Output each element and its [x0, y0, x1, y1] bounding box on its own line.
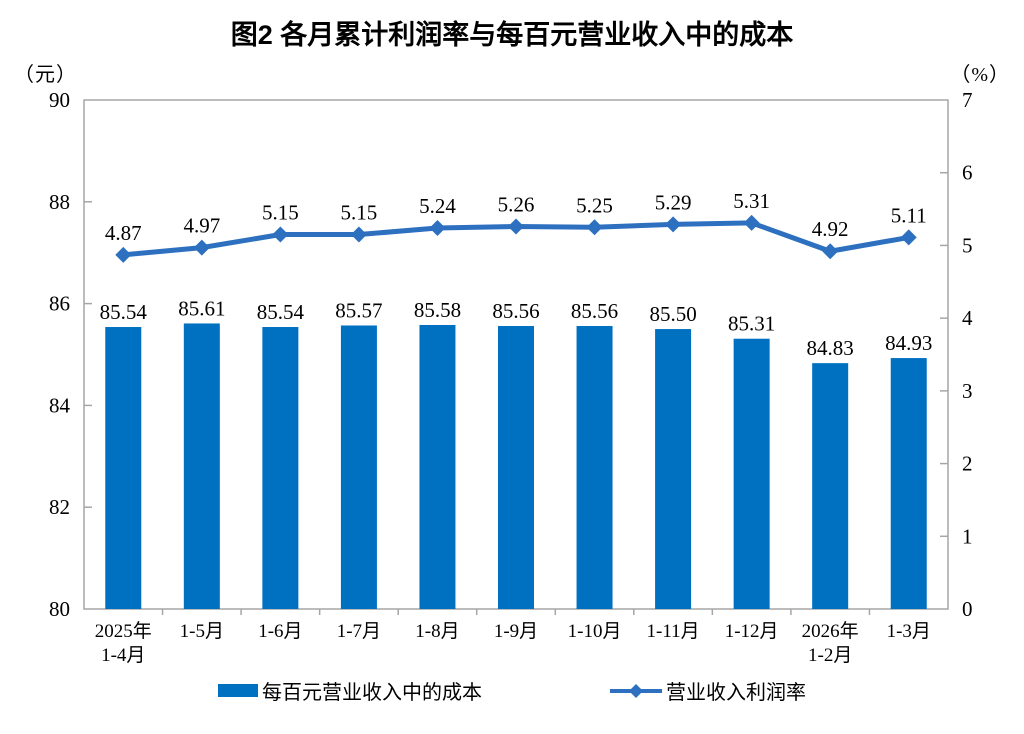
- line-point-marker: [272, 226, 289, 243]
- line-value-label: 5.31: [733, 189, 770, 213]
- bar-value-label: 85.50: [649, 302, 696, 326]
- x-axis-category-label: 1-9月: [494, 621, 538, 642]
- x-axis-category-label: 2025年 1-4月: [95, 620, 152, 666]
- x-axis-category-label: 1-3月: [887, 621, 931, 642]
- line-series-swatch-icon: [610, 683, 662, 698]
- line-value-label: 5.15: [341, 201, 378, 225]
- x-axis-category-label: 2026年 1-2月: [802, 620, 859, 666]
- line-point-marker: [350, 226, 367, 243]
- bar-value-label: 84.83: [807, 336, 854, 360]
- bar-value-label: 85.54: [100, 300, 148, 324]
- plot-area: 90 88 86 84 82 80 7 6 5 4 3 2 1 0 2025年 1-4月 1-5月 1-6月 1-7…: [49, 88, 973, 666]
- right-axis-tick-label: 6: [962, 161, 973, 185]
- x-axis-category-label: 1-12月: [725, 621, 779, 642]
- line-point-marker: [743, 214, 760, 231]
- line-value-label: 5.26: [498, 193, 535, 217]
- x-axis-category-label: 1-11月: [647, 621, 700, 642]
- right-axis-tick-label: 5: [962, 233, 973, 257]
- line-value-label: 4.97: [183, 214, 220, 238]
- left-axis-tick-label: 80: [49, 597, 70, 621]
- bar-value-label: 85.56: [492, 299, 539, 323]
- line-value-label: 4.87: [105, 221, 142, 245]
- line-value-label: 5.11: [891, 203, 927, 227]
- bar: [498, 325, 534, 609]
- bar: [105, 327, 142, 609]
- bar: [262, 327, 299, 609]
- right-axis-tick-label: 0: [962, 597, 973, 621]
- line-point-marker: [900, 229, 917, 246]
- bar-value-label: 84.93: [885, 331, 932, 355]
- bar-value-label: 85.57: [335, 298, 382, 322]
- bar-value-label: 85.61: [178, 296, 225, 320]
- x-axis-category-label: 1-6月: [258, 621, 302, 642]
- bar-series-swatch-icon: [218, 684, 258, 697]
- x-axis-category-label: 1-7月: [337, 621, 381, 642]
- right-axis-tick-label: 7: [962, 88, 973, 112]
- line-value-label: 4.92: [812, 217, 849, 241]
- line-point-marker: [193, 239, 210, 256]
- line-series-label: 营业收入利润率: [666, 682, 806, 704]
- bar: [890, 358, 927, 609]
- bar: [733, 338, 770, 609]
- left-axis-tick-label: 82: [49, 495, 70, 519]
- line-value-label: 5.25: [576, 193, 613, 217]
- line-value-label: 5.29: [655, 190, 692, 214]
- bar-value-label: 85.31: [728, 312, 775, 336]
- line-point-marker: [508, 218, 524, 235]
- chart-legend: 每百元营业收入中的成本 营业收入利润率: [0, 676, 1024, 705]
- bar-value-label: 85.54: [257, 300, 305, 324]
- legend-diamond: [629, 683, 643, 698]
- bar-series-label: 每百元营业收入中的成本: [262, 682, 482, 704]
- right-axis-tick-label: 1: [962, 524, 973, 548]
- x-axis-category-label: 1-5月: [180, 621, 224, 642]
- bar: [576, 325, 613, 609]
- legend-item-bar: 每百元营业收入中的成本: [218, 676, 482, 705]
- bar: [183, 323, 220, 609]
- left-axis-tick-label: 86: [49, 292, 70, 316]
- bar: [655, 329, 692, 609]
- chart-title: 图2 各月累计利润率与每百元营业收入中的成本: [230, 20, 794, 50]
- x-axis-category-label: 1-10月: [568, 621, 622, 642]
- right-axis-tick-label: 2: [962, 452, 973, 476]
- left-axis-unit-label: （元）: [14, 64, 77, 86]
- legend-item-line: 营业收入利润率: [610, 676, 806, 705]
- x-axis-category-label: 1-8月: [415, 621, 459, 642]
- bar: [340, 325, 377, 609]
- bar-value-label: 85.56: [571, 299, 618, 323]
- line-point-marker: [665, 216, 682, 233]
- right-axis-tick-label: 4: [962, 306, 973, 330]
- line-point-marker: [586, 219, 603, 236]
- bar: [419, 324, 456, 609]
- line-point-marker: [115, 246, 132, 263]
- bar: [812, 363, 849, 609]
- left-axis-tick-label: 84: [49, 393, 71, 417]
- right-axis-tick-label: 3: [962, 379, 973, 403]
- left-axis-tick-label: 88: [49, 190, 70, 214]
- right-axis-unit-label: （%）: [950, 64, 1010, 86]
- left-axis-tick-label: 90: [49, 88, 70, 112]
- line-point-marker: [429, 219, 446, 236]
- line-point-marker: [822, 243, 839, 260]
- bar-value-label: 85.58: [414, 298, 461, 322]
- line-value-label: 5.24: [419, 194, 456, 218]
- line-value-label: 5.15: [262, 201, 299, 225]
